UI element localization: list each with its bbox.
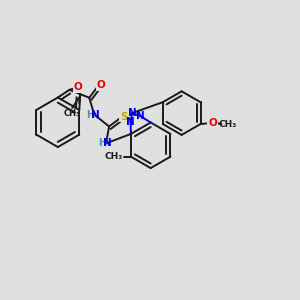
Text: CH₃: CH₃ — [105, 152, 123, 161]
Text: N: N — [126, 117, 135, 127]
Text: N: N — [103, 138, 112, 148]
Text: O: O — [208, 118, 217, 128]
Text: O: O — [74, 82, 82, 92]
Text: N: N — [91, 110, 100, 120]
Text: H: H — [98, 138, 106, 148]
Text: CH₃: CH₃ — [64, 109, 81, 118]
Text: H: H — [86, 110, 94, 120]
Text: N: N — [136, 111, 145, 121]
Text: CH₃: CH₃ — [218, 119, 236, 128]
Text: S: S — [120, 112, 128, 122]
Text: N: N — [128, 108, 136, 118]
Text: O: O — [97, 80, 106, 90]
